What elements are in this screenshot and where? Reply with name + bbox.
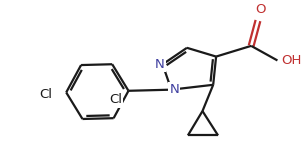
Text: Cl: Cl (109, 93, 122, 107)
Text: OH: OH (281, 54, 302, 67)
Text: N: N (169, 83, 179, 96)
Text: O: O (256, 3, 266, 16)
Text: Cl: Cl (40, 88, 53, 101)
Text: N: N (155, 58, 164, 71)
